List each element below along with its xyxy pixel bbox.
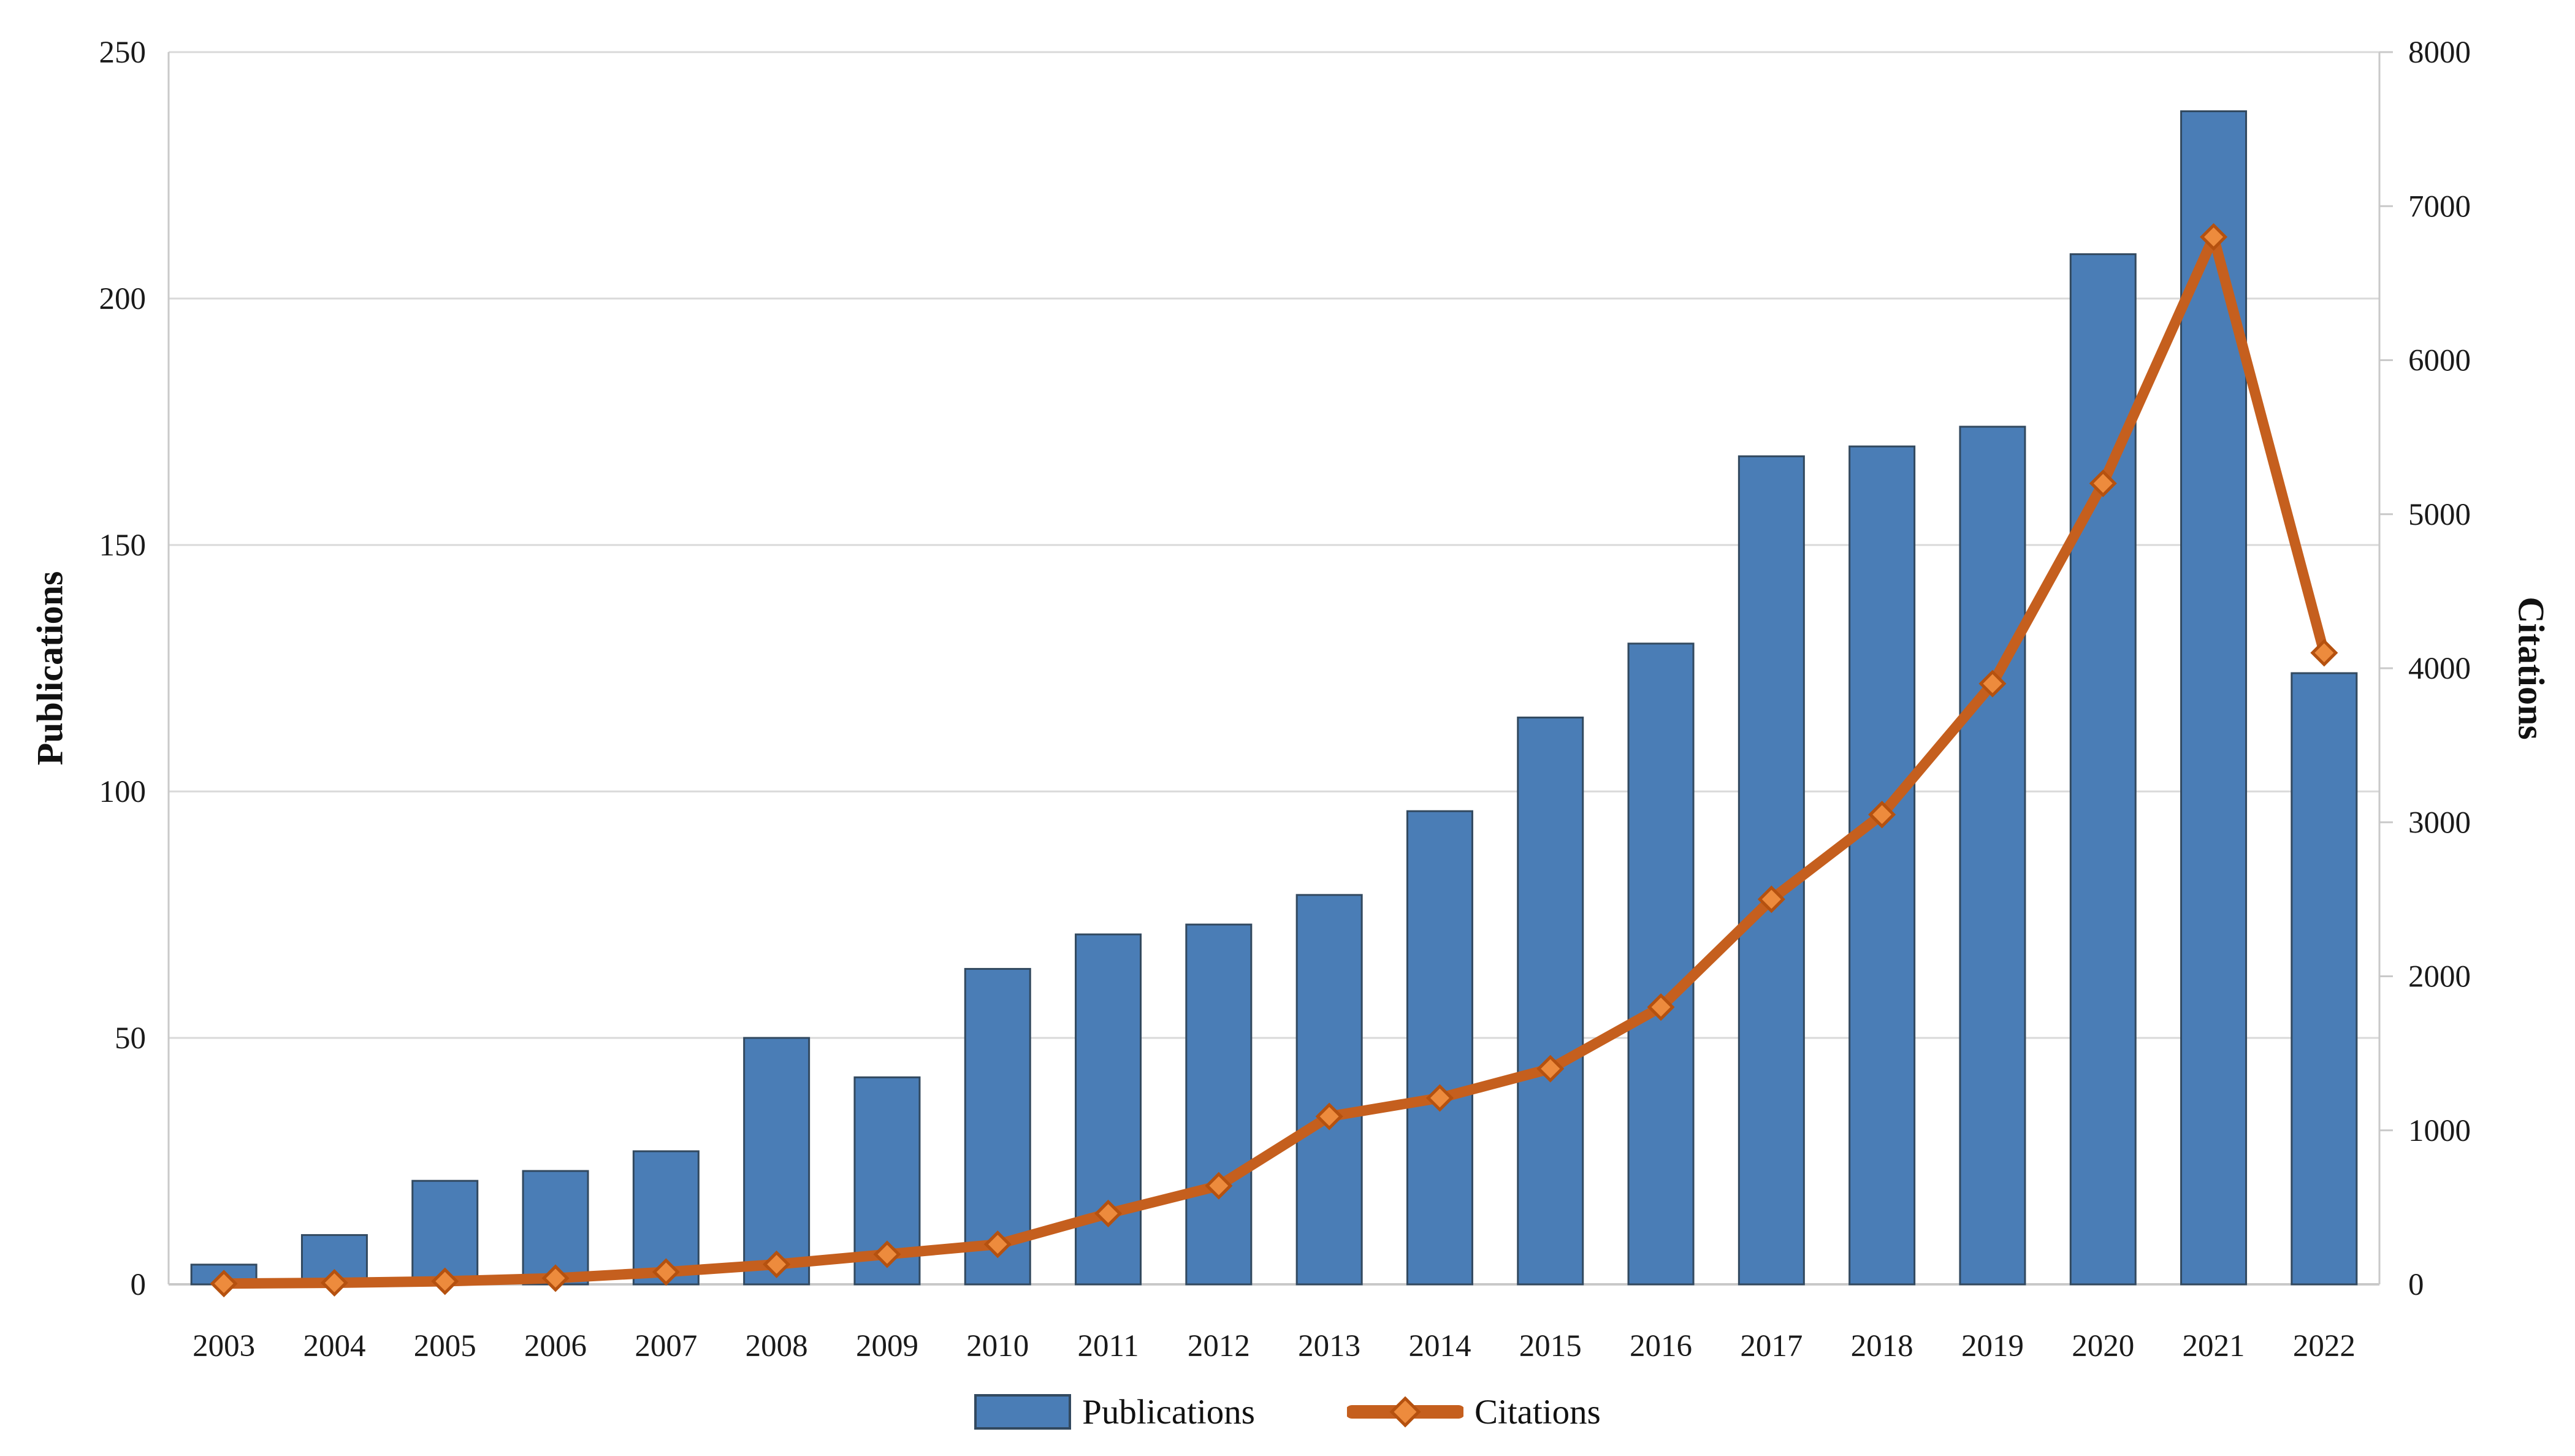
year-label-2019: 2019: [1961, 1329, 2024, 1363]
citations-marker-2018: [1868, 801, 1896, 829]
tick-labels-group: 0 50 100 150 200 250 0 1000 2000 3000 4000 5000 6000…: [99, 36, 2471, 1363]
publications-bar-2020: [2069, 253, 2137, 1286]
legend-label-publications: Publications: [1082, 1392, 1255, 1431]
publications-bar-2015: [1517, 716, 1584, 1286]
publications-bar-2013: [1295, 894, 1363, 1286]
right-tick-label: 7000: [2408, 189, 2471, 224]
legend-label-citations: Citations: [1474, 1392, 1601, 1431]
left-tick-label: 150: [99, 528, 147, 563]
year-label-2015: 2015: [1519, 1329, 1582, 1363]
year-label-2021: 2021: [2183, 1329, 2245, 1363]
publications-bars-group: [190, 110, 2358, 1286]
citations-marker-2011: [1094, 1199, 1123, 1227]
left-axis-title: Publications: [29, 571, 71, 766]
citations-marker-2009: [873, 1240, 901, 1268]
year-label-2016: 2016: [1630, 1329, 1692, 1363]
year-label-2005: 2005: [414, 1329, 476, 1363]
citations-marker-2021: [2200, 223, 2228, 251]
legend: Publications Citations: [0, 1390, 2575, 1433]
right-tick-label: 2000: [2408, 960, 2471, 994]
citations-marker-2007: [652, 1258, 680, 1286]
right-tick-label: 6000: [2408, 344, 2471, 378]
right-tick-label: 1000: [2408, 1114, 2471, 1148]
left-tick-label: 50: [115, 1021, 146, 1056]
citations-line-marker-icon: [1346, 1396, 1463, 1428]
year-label-2003: 2003: [193, 1329, 255, 1363]
publications-bar-2022: [2291, 672, 2358, 1286]
right-axis-title: Citations: [2511, 597, 2552, 740]
year-label-2006: 2006: [524, 1329, 587, 1363]
year-label-2018: 2018: [1851, 1329, 1913, 1363]
right-tick-label: 8000: [2408, 36, 2471, 70]
year-label-2010: 2010: [966, 1329, 1029, 1363]
publications-bar-2017: [1738, 455, 1805, 1286]
publications-swatch-icon: [974, 1394, 1072, 1430]
left-tick-label: 250: [99, 36, 147, 70]
citations-marker-2017: [1757, 885, 1785, 913]
year-label-2011: 2011: [1077, 1329, 1139, 1363]
left-tick-label: 100: [99, 775, 147, 809]
citations-marker-2020: [2089, 469, 2117, 498]
citations-marker-2012: [1205, 1172, 1233, 1200]
year-label-2007: 2007: [635, 1329, 697, 1363]
citations-marker-2008: [763, 1250, 791, 1278]
year-label-2012: 2012: [1188, 1329, 1250, 1363]
left-tick-label: 200: [99, 282, 147, 316]
publications-bar-2014: [1406, 810, 1473, 1286]
publications-bar-2011: [1075, 933, 1142, 1286]
left-tick-label: 0: [131, 1268, 147, 1302]
citations-marker-2010: [983, 1230, 1012, 1259]
publications-bar-2005: [411, 1180, 479, 1286]
year-label-2004: 2004: [303, 1329, 365, 1363]
year-label-2014: 2014: [1408, 1329, 1471, 1363]
citations-marker-2003: [210, 1270, 238, 1298]
citations-marker-2022: [2310, 639, 2338, 667]
publications-bar-2019: [1959, 425, 2026, 1286]
citations-marker-2004: [320, 1268, 348, 1297]
citations-line-group: [210, 223, 2338, 1298]
right-tick-label: 0: [2408, 1268, 2424, 1302]
citations-marker-2014: [1425, 1084, 1454, 1112]
publications-bar-2018: [1848, 445, 1916, 1286]
citations-marker-2016: [1647, 993, 1675, 1021]
year-label-2008: 2008: [746, 1329, 808, 1363]
citations-marker-2019: [1978, 669, 2007, 698]
publications-bar-2012: [1185, 923, 1253, 1286]
right-tick-label: 3000: [2408, 806, 2471, 840]
right-tick-label: 4000: [2408, 652, 2471, 686]
year-label-2009: 2009: [856, 1329, 918, 1363]
legend-item-publications: Publications: [974, 1392, 1255, 1432]
publications-bar-2008: [743, 1037, 811, 1286]
citations-line: [218, 232, 2330, 1289]
year-label-2013: 2013: [1298, 1329, 1360, 1363]
year-label-2022: 2022: [2293, 1329, 2356, 1363]
citations-marker-2006: [541, 1264, 570, 1292]
year-label-2017: 2017: [1740, 1329, 1803, 1363]
legend-item-citations: Citations: [1346, 1390, 1601, 1433]
citations-marker-2015: [1536, 1054, 1565, 1083]
citations-marker-2005: [431, 1267, 459, 1295]
publications-bar-2016: [1627, 642, 1695, 1286]
gridlines-group: [167, 51, 2381, 1286]
right-tick-label: 5000: [2408, 498, 2471, 532]
citations-marker-2013: [1315, 1102, 1343, 1130]
year-label-2020: 2020: [2072, 1329, 2134, 1363]
